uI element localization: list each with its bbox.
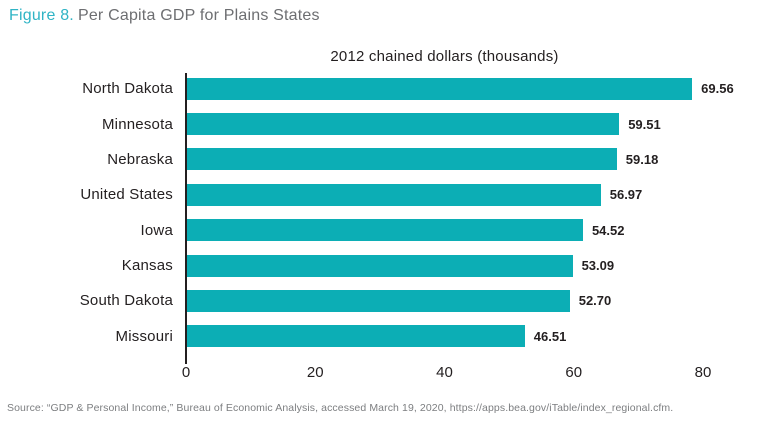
value-label: 59.18 xyxy=(625,151,659,167)
bar-track: 69.56 xyxy=(187,71,768,106)
figure-name: Per Capita GDP for Plains States xyxy=(77,7,320,24)
y-axis-line xyxy=(185,73,187,364)
bar xyxy=(187,254,573,277)
value-label: 69.56 xyxy=(701,81,734,97)
value-label: 54.52 xyxy=(591,222,625,238)
chart-row: South Dakota 52.70 xyxy=(0,283,768,318)
figure-label: Figure 8. xyxy=(9,7,74,24)
bar-track: 52.70 xyxy=(187,283,768,318)
bar-track: 54.52 xyxy=(187,213,768,248)
bar xyxy=(187,77,693,100)
bar xyxy=(187,219,583,242)
chart-row: Iowa 54.52 xyxy=(0,213,768,248)
chart-row: United States 56.97 xyxy=(0,177,768,212)
bar xyxy=(187,325,525,348)
value-label: 53.09 xyxy=(581,258,615,274)
bar xyxy=(187,183,601,206)
chart-row: Nebraska 59.18 xyxy=(0,142,768,177)
chart-title: 2012 chained dollars (thousands) xyxy=(330,48,559,65)
bar-track: 59.18 xyxy=(187,142,768,177)
chart-row: North Dakota 69.56 xyxy=(0,71,768,106)
figure-title: Figure 8. Per Capita GDP for Plains State… xyxy=(0,0,768,27)
x-tick-label: 80 xyxy=(694,364,712,381)
chart-row: Minnesota 59.51 xyxy=(0,106,768,141)
category-label: Nebraska xyxy=(107,150,173,168)
bar-track: 59.51 xyxy=(187,106,768,141)
x-tick-label: 0 xyxy=(181,364,191,381)
bar xyxy=(187,113,620,136)
value-label: 52.70 xyxy=(578,293,612,309)
bar-track: 46.51 xyxy=(187,319,768,354)
chart-row: Kansas 53.09 xyxy=(0,248,768,283)
bar xyxy=(187,289,570,312)
category-label: Missouri xyxy=(115,327,173,345)
bar xyxy=(187,148,617,171)
value-label: 56.97 xyxy=(609,187,643,203)
x-tick-label: 40 xyxy=(436,364,453,381)
value-label: 59.51 xyxy=(628,116,661,132)
plot-area: North Dakota 69.56 Minnesota 59.51 Nebra… xyxy=(0,71,768,364)
category-label: North Dakota xyxy=(82,80,173,98)
chart-row: Missouri 46.51 xyxy=(0,319,768,354)
source-note: Source: “GDP & Personal Income,” Bureau … xyxy=(7,402,674,414)
bar-track: 56.97 xyxy=(187,177,768,212)
category-label: Kansas xyxy=(121,257,173,275)
value-label: 46.51 xyxy=(533,328,567,344)
x-axis: 0 20 40 60 80 xyxy=(182,354,712,392)
category-label: Minnesota xyxy=(101,115,173,133)
category-label: United States xyxy=(80,186,173,204)
category-label: South Dakota xyxy=(79,292,173,310)
category-label: Iowa xyxy=(140,221,173,239)
bar-chart: 2012 chained dollars (thousands) North D… xyxy=(0,48,768,392)
bar-track: 53.09 xyxy=(187,248,768,283)
x-tick-label: 20 xyxy=(306,364,324,381)
x-tick-label: 60 xyxy=(565,364,583,381)
